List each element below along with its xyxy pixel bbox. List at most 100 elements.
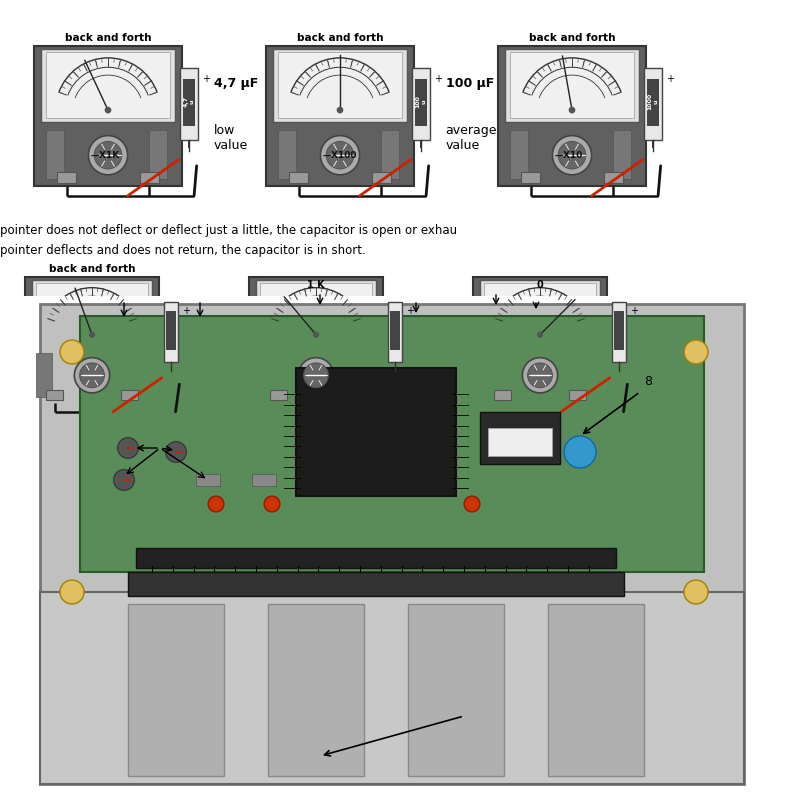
Bar	[412, 68, 430, 140]
Bar	[182, 79, 195, 126]
Bar	[484, 282, 596, 342]
Circle shape	[114, 470, 134, 490]
Bar	[46, 390, 63, 401]
Bar	[80, 316, 704, 572]
Circle shape	[558, 142, 586, 169]
Text: +: +	[182, 306, 190, 315]
Bar	[278, 130, 295, 179]
Bar	[150, 130, 167, 179]
Circle shape	[106, 107, 110, 113]
Bar	[548, 604, 644, 776]
Bar	[270, 390, 287, 401]
Bar	[289, 172, 308, 183]
Circle shape	[90, 332, 94, 337]
Text: back and forth: back and forth	[529, 33, 615, 42]
Circle shape	[118, 438, 138, 458]
Bar	[268, 604, 364, 776]
Text: 4,7
u: 4,7 u	[183, 96, 194, 107]
Circle shape	[528, 363, 552, 388]
Circle shape	[684, 580, 708, 604]
Bar	[57, 172, 76, 183]
Bar	[40, 592, 744, 784]
Text: back and forth: back and forth	[65, 33, 151, 42]
Bar	[46, 53, 170, 118]
Text: 1000
u: 1000 u	[647, 94, 658, 110]
Bar	[480, 279, 600, 345]
Bar	[644, 68, 662, 140]
Bar	[136, 548, 616, 568]
Bar	[196, 474, 220, 486]
Circle shape	[538, 332, 542, 337]
Text: +: +	[666, 74, 674, 84]
Bar	[382, 130, 399, 179]
Circle shape	[80, 363, 104, 388]
Circle shape	[684, 340, 708, 364]
Circle shape	[552, 135, 592, 175]
Bar	[164, 302, 178, 362]
Bar	[474, 277, 606, 403]
Circle shape	[166, 442, 186, 462]
Bar	[252, 474, 276, 486]
Bar	[390, 310, 400, 350]
Text: back and forth: back and forth	[297, 33, 383, 42]
Bar	[521, 172, 540, 183]
Bar	[260, 353, 276, 397]
Text: 4,7 μF: 4,7 μF	[214, 78, 258, 90]
Text: low
value: low value	[214, 124, 248, 152]
Bar	[32, 279, 152, 345]
Bar	[166, 310, 176, 350]
Bar	[510, 53, 634, 118]
Bar	[372, 172, 391, 183]
Bar	[40, 304, 744, 784]
Text: +: +	[630, 306, 638, 315]
Text: shorted: shorted	[642, 341, 703, 355]
Text: open: open	[418, 341, 458, 355]
Bar	[614, 130, 631, 179]
Bar	[266, 46, 414, 186]
Circle shape	[522, 358, 558, 393]
Circle shape	[464, 496, 480, 512]
Circle shape	[264, 496, 280, 512]
Text: 1 K: 1 K	[307, 279, 325, 290]
Bar	[345, 390, 362, 401]
Bar	[128, 572, 624, 596]
Bar	[26, 277, 158, 403]
Circle shape	[60, 580, 84, 604]
Circle shape	[338, 107, 342, 113]
Bar	[260, 282, 372, 342]
Circle shape	[320, 135, 360, 175]
Text: 8: 8	[644, 375, 652, 388]
Bar	[480, 412, 560, 464]
Bar	[484, 353, 500, 397]
Text: pointer deflects and does not return, the capacitor is in short.: pointer deflects and does not return, th…	[0, 244, 366, 257]
Text: —X1K: —X1K	[90, 150, 119, 160]
Text: +: +	[434, 74, 442, 84]
Text: average
value: average value	[446, 124, 497, 152]
Bar	[128, 604, 224, 776]
Bar	[646, 79, 659, 126]
Circle shape	[208, 496, 224, 512]
Bar	[498, 46, 646, 186]
Bar	[354, 353, 370, 397]
Bar	[36, 353, 52, 397]
Bar	[569, 390, 586, 401]
Bar	[250, 277, 382, 403]
Bar	[256, 279, 376, 345]
Bar	[16, 296, 784, 792]
Bar	[296, 368, 456, 496]
Circle shape	[298, 358, 334, 393]
Bar	[414, 79, 427, 126]
Circle shape	[564, 436, 596, 468]
Circle shape	[60, 340, 84, 364]
Bar	[36, 282, 148, 342]
Text: back and forth: back and forth	[49, 264, 135, 274]
Text: —X100: —X100	[322, 150, 357, 160]
Circle shape	[326, 142, 354, 169]
Text: pointer does not deflect or deflect just a little, the capacitor is open or exha: pointer does not deflect or deflect just…	[0, 224, 457, 237]
Text: —X10: —X10	[554, 150, 582, 160]
Bar	[614, 310, 624, 350]
Bar	[388, 302, 402, 362]
Bar	[121, 390, 138, 401]
Bar	[46, 130, 64, 179]
Text: 100 μF: 100 μF	[446, 78, 494, 90]
